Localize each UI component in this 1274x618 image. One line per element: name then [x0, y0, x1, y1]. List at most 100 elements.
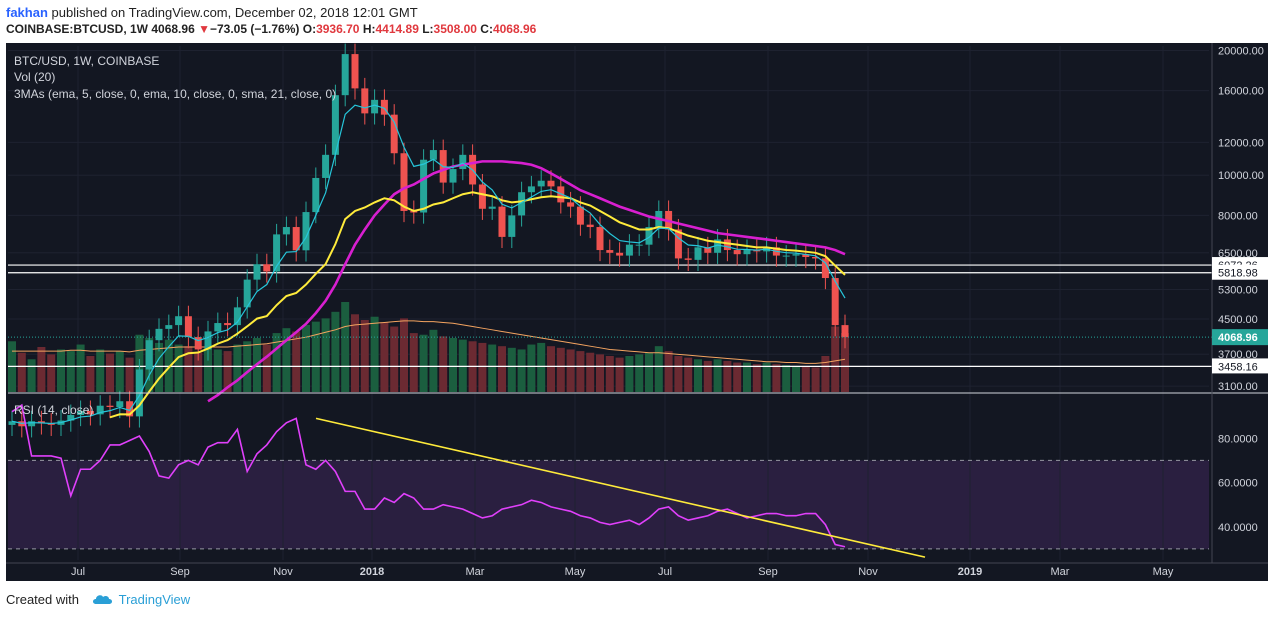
- candle-body[interactable]: [478, 184, 486, 209]
- candle-body[interactable]: [420, 159, 428, 213]
- candle-body[interactable]: [704, 247, 712, 253]
- candle-body[interactable]: [586, 224, 594, 228]
- candle-body[interactable]: [606, 250, 614, 253]
- candle-body[interactable]: [184, 316, 192, 338]
- candle-body[interactable]: [782, 255, 790, 257]
- volume-bar: [792, 365, 800, 392]
- candle-body[interactable]: [77, 410, 85, 416]
- candle-body[interactable]: [116, 401, 124, 408]
- candle-body[interactable]: [459, 154, 467, 170]
- candle-body[interactable]: [674, 229, 682, 259]
- candle-body[interactable]: [733, 250, 741, 255]
- candle-body[interactable]: [312, 177, 320, 213]
- price-tick-label: 3700.00: [1218, 349, 1258, 361]
- candle-body[interactable]: [214, 323, 222, 332]
- candle-body[interactable]: [812, 256, 820, 259]
- candle-body[interactable]: [753, 250, 761, 252]
- last-price: 4068.96: [151, 22, 195, 36]
- candle-body[interactable]: [331, 95, 339, 155]
- candle-body[interactable]: [322, 154, 330, 178]
- candle-body[interactable]: [518, 192, 526, 216]
- volume-bar: [86, 356, 95, 392]
- tradingview-cloud-icon: [91, 593, 113, 608]
- candle-body[interactable]: [233, 307, 241, 326]
- candle-body[interactable]: [635, 244, 643, 246]
- candle-body[interactable]: [831, 278, 839, 326]
- candle-body[interactable]: [429, 150, 437, 160]
- candle-body[interactable]: [498, 206, 506, 237]
- candle-body[interactable]: [576, 206, 584, 225]
- candle-body[interactable]: [106, 405, 114, 408]
- candle-body[interactable]: [567, 202, 575, 207]
- candle-body[interactable]: [821, 258, 829, 279]
- candle-body[interactable]: [380, 99, 388, 115]
- candle-body[interactable]: [390, 114, 398, 154]
- volume-bar: [184, 346, 193, 392]
- candle-body[interactable]: [243, 279, 251, 308]
- price-pane[interactable]: [8, 43, 1212, 438]
- candle-body[interactable]: [194, 337, 202, 350]
- candle-body[interactable]: [792, 254, 800, 256]
- volume-bar: [576, 351, 585, 392]
- rsi-trendline[interactable]: [315, 417, 926, 558]
- candle-body[interactable]: [841, 325, 849, 338]
- close-label: C:: [480, 22, 493, 36]
- candle-body[interactable]: [67, 415, 75, 421]
- candle-body[interactable]: [86, 410, 94, 415]
- volume-bar: [566, 349, 575, 392]
- tradingview-brand-link[interactable]: TradingView: [118, 592, 191, 607]
- candle-body[interactable]: [694, 247, 702, 260]
- volume-bar: [772, 364, 781, 392]
- candle-body[interactable]: [292, 227, 300, 251]
- volume-bar: [488, 344, 497, 392]
- candle-body[interactable]: [224, 323, 232, 326]
- candle-body[interactable]: [547, 180, 555, 187]
- candle-body[interactable]: [351, 54, 359, 89]
- candle-body[interactable]: [527, 186, 535, 193]
- volume-bar: [96, 349, 105, 392]
- candle-body[interactable]: [537, 180, 545, 187]
- candle-body[interactable]: [175, 316, 183, 326]
- candle-body[interactable]: [263, 264, 271, 272]
- rsi-pane[interactable]: [8, 403, 1209, 558]
- price-change: −73.05 (−1.76%): [209, 22, 300, 36]
- candle-body[interactable]: [8, 421, 16, 425]
- candle-body[interactable]: [361, 88, 369, 114]
- candle-body[interactable]: [302, 212, 310, 251]
- volume-bar: [596, 354, 604, 392]
- candle-body[interactable]: [126, 401, 134, 417]
- candle-body[interactable]: [449, 169, 457, 183]
- author-link[interactable]: fakhan: [6, 5, 48, 20]
- open-value: 3936.70: [316, 22, 360, 36]
- candle-body[interactable]: [400, 153, 408, 211]
- candle-body[interactable]: [714, 239, 722, 253]
- legend-symbol: BTC/USD, 1W, COINBASE: [14, 54, 159, 68]
- candle-body[interactable]: [273, 234, 281, 272]
- rsi-tick-label: 40.0000: [1218, 522, 1258, 534]
- candle-body[interactable]: [145, 340, 153, 370]
- candle-body[interactable]: [596, 227, 604, 251]
- candle-body[interactable]: [96, 405, 104, 415]
- candle-body[interactable]: [165, 325, 173, 329]
- candle-body[interactable]: [282, 227, 290, 235]
- candle-body[interactable]: [28, 421, 36, 427]
- volume-bar: [155, 342, 163, 392]
- candle-body[interactable]: [253, 264, 261, 280]
- volume-bar: [174, 344, 183, 392]
- candle-body[interactable]: [155, 328, 163, 341]
- candle-body[interactable]: [625, 244, 633, 256]
- candle-body[interactable]: [645, 227, 653, 245]
- candle-body[interactable]: [684, 258, 692, 260]
- candle-body[interactable]: [341, 54, 349, 96]
- volume-bar: [331, 311, 340, 392]
- candle-body[interactable]: [508, 215, 516, 237]
- candle-body[interactable]: [802, 254, 810, 257]
- candle-body[interactable]: [723, 239, 731, 251]
- candle-body[interactable]: [743, 250, 751, 255]
- candle-body[interactable]: [371, 99, 379, 114]
- candle-body[interactable]: [616, 252, 624, 256]
- candle-body[interactable]: [488, 206, 496, 209]
- ohlc-line: COINBASE:BTCUSD, 1W 4068.96 ▼−73.05 (−1.…: [6, 21, 1266, 38]
- candle-body[interactable]: [204, 331, 212, 350]
